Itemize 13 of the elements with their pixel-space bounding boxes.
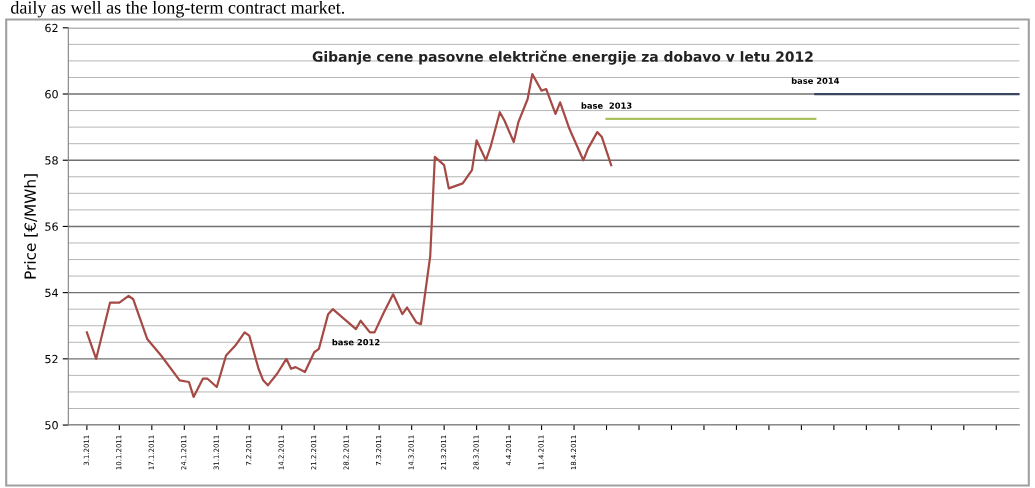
series-label: base 2012 (332, 338, 380, 346)
y-tick-label: 54 (45, 288, 58, 298)
text: Gibanje cene pasovne električne energije za dobavo v letu 2012 (312, 50, 813, 65)
y-tick-label: 52 (45, 354, 58, 364)
y-tick-label: 60 (45, 90, 58, 99)
y-tick-label: 56 (45, 222, 58, 231)
y-axis-title: Price [€/MWh] (24, 174, 38, 279)
series-label: base 2014 (791, 77, 840, 84)
y-tick-label: 58 (45, 156, 58, 165)
y-tick-label: 62 (45, 23, 58, 33)
y-tick-label: 50 (45, 421, 58, 430)
text: daily as well as the long-term contract market. (11, 0, 345, 18)
series-label: base 2013 (581, 102, 632, 109)
